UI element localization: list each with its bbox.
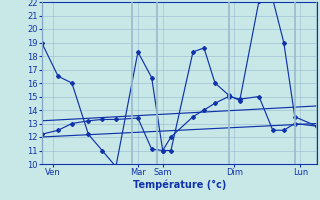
X-axis label: Température (°c): Température (°c) <box>132 180 226 190</box>
